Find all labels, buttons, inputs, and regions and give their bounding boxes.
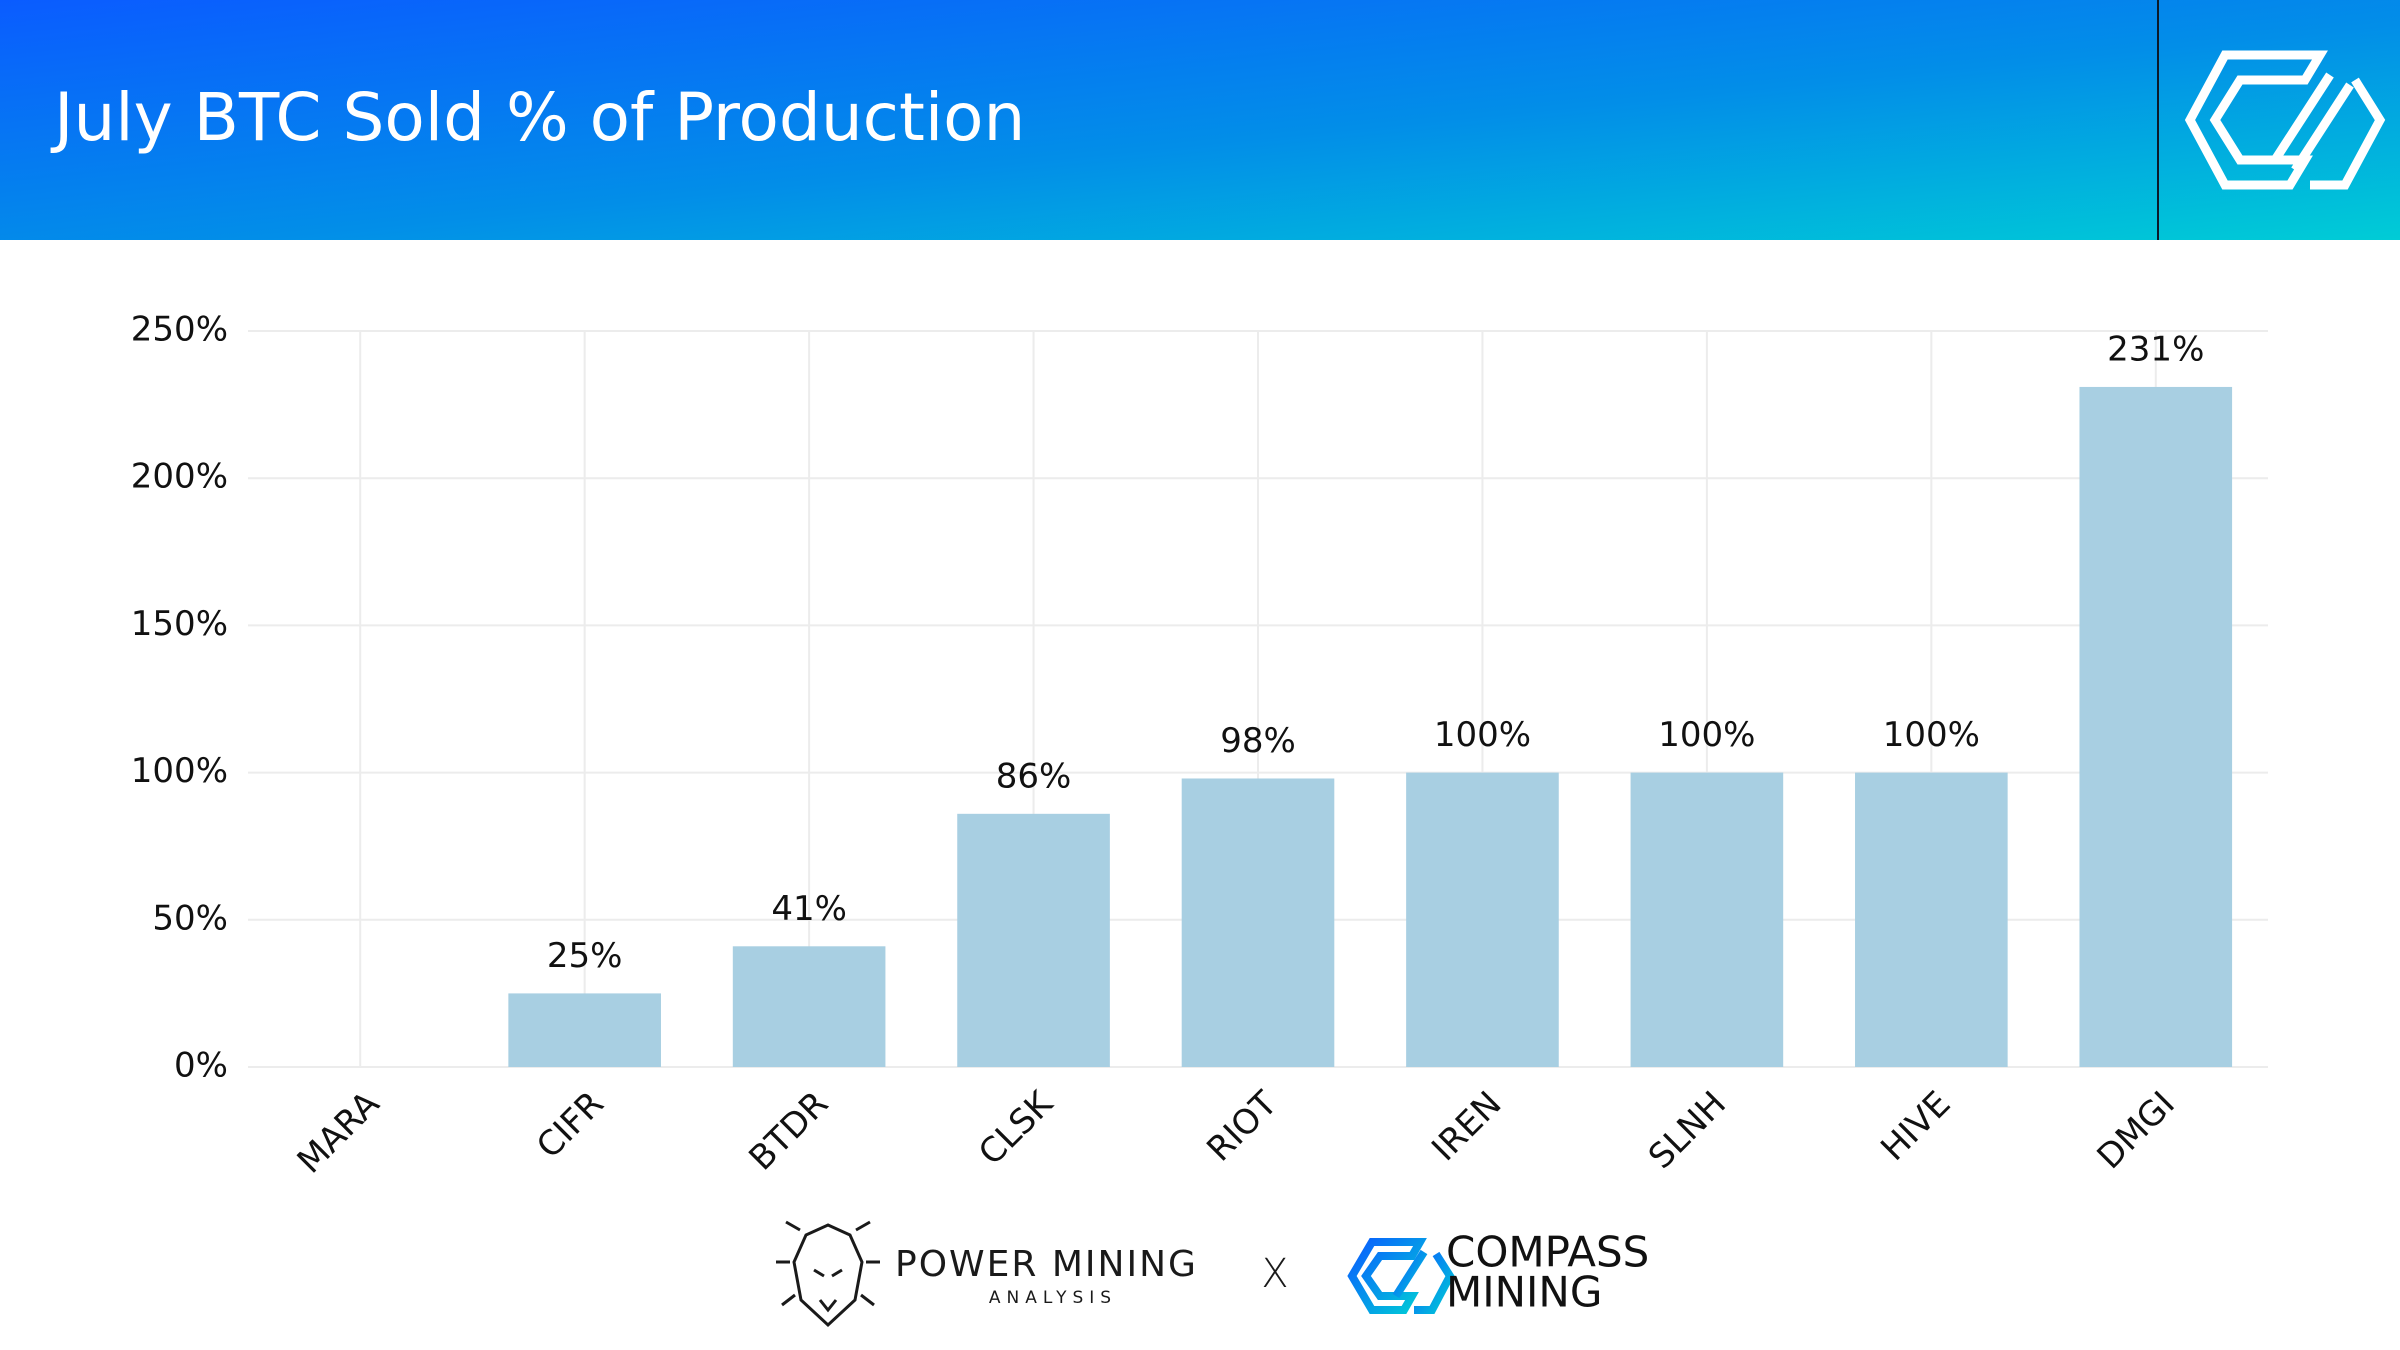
value-label: 100%	[1883, 715, 1980, 755]
compass-logo	[1347, 1238, 1455, 1314]
bar	[2079, 386, 2233, 1067]
value-label: 41%	[771, 889, 847, 929]
y-tick-label: 150%	[131, 604, 228, 644]
bar	[957, 813, 1110, 1067]
x-tick-label: CLSK	[971, 1083, 1062, 1174]
value-label: 100%	[1658, 715, 1755, 755]
y-tick-label: 250%	[131, 310, 228, 350]
x-tick-label: BTDR	[742, 1084, 837, 1179]
x-tick-label: HIVE	[1873, 1084, 1958, 1169]
footer-right-line2: MINING	[1446, 1268, 1602, 1317]
x-tick-label: DMGI	[2090, 1084, 2183, 1177]
value-label: 98%	[1220, 721, 1296, 761]
bar	[1406, 772, 1559, 1067]
value-label: 231%	[2107, 329, 2204, 369]
y-tick-label: 50%	[152, 898, 228, 938]
footer-left-subtitle: ANALYSIS	[989, 1288, 1117, 1308]
footer: POWER MINING ANALYSIS X COMPASS MINING	[776, 1220, 1649, 1328]
bar	[1855, 772, 2008, 1067]
x-tick-label: CIFR	[529, 1084, 612, 1167]
footer-left-title: POWER MINING	[895, 1244, 1198, 1285]
x-tick-label: RIOT	[1199, 1084, 1285, 1170]
footer-right-line1: COMPASS	[1446, 1228, 1649, 1277]
bar	[1181, 778, 1335, 1067]
y-tick-label: 100%	[131, 751, 228, 791]
bar	[732, 946, 886, 1067]
value-label: 100%	[1434, 715, 1531, 755]
value-label: 25%	[547, 936, 623, 976]
y-tick-label: 200%	[131, 457, 228, 497]
bar	[508, 993, 661, 1067]
bar	[1630, 772, 1784, 1067]
x-tick-label: IREN	[1424, 1084, 1509, 1169]
y-tick-label: 0%	[174, 1046, 228, 1086]
x-tick-label: SLNH	[1641, 1084, 1734, 1177]
lion-logo	[776, 1220, 880, 1328]
header-logo	[2184, 50, 2386, 190]
value-label: 86%	[996, 756, 1072, 796]
header-band	[0, 0, 2400, 240]
footer-separator: X	[1261, 1251, 1288, 1297]
chart-title: July BTC Sold % of Production	[50, 79, 1025, 156]
x-tick-label: MARA	[290, 1084, 388, 1182]
plot-area: 0% 50% 100% 150% 200% 250% MARA 25% CIFR 41% BTDR 8…	[131, 310, 2268, 1182]
